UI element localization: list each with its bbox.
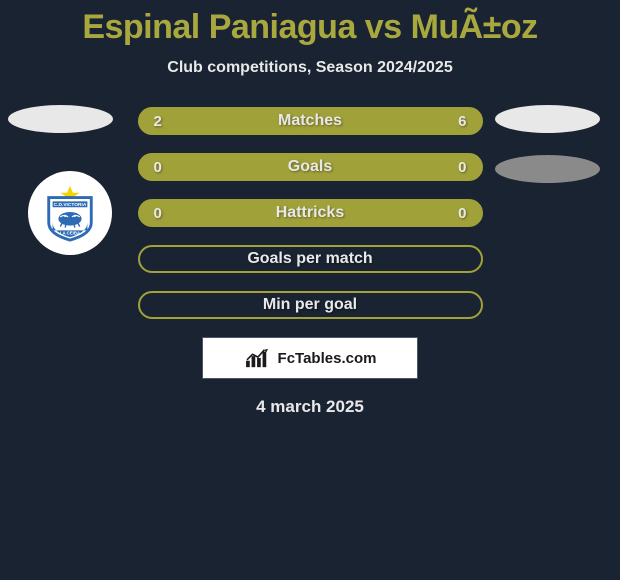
player-left-club-logo: C.D.VICTORIA LA CEIBA [28,171,112,255]
player-right-badge-ellipse-1 [495,105,600,133]
stat-label: Min per goal [263,296,357,314]
stat-label: Goals [288,158,332,176]
stat-left-value: 0 [154,159,162,176]
svg-text:C.D.VICTORIA: C.D.VICTORIA [54,202,87,208]
stat-left-value: 0 [154,205,162,222]
brand-text: FcTables.com [278,350,377,367]
brand-chart-icon [244,347,272,369]
stat-row-goals: 0 Goals 0 [138,153,483,181]
player-left-badge-ellipse [8,105,113,133]
stat-row-min-per-goal: Min per goal [138,291,483,319]
stat-row-goals-per-match: Goals per match [138,245,483,273]
stat-right-value: 6 [458,113,466,130]
stats-section: C.D.VICTORIA LA CEIBA 2 Matches 6 0 Goals 0 0 H… [0,107,620,319]
stat-label: Goals per match [247,250,372,268]
player-right-badge-ellipse-2 [495,155,600,183]
svg-text:LA CEIBA: LA CEIBA [60,230,81,235]
stat-label: Matches [278,112,342,130]
stat-label: Hattricks [276,204,344,222]
page-container: Espinal Paniagua vs MuÃ±oz Club competit… [0,0,620,417]
stat-right-value: 0 [458,205,466,222]
footer-date: 4 march 2025 [0,397,620,417]
stat-right-value: 0 [458,159,466,176]
brand-box[interactable]: FcTables.com [202,337,418,379]
page-title: Espinal Paniagua vs MuÃ±oz [0,8,620,47]
page-subtitle: Club competitions, Season 2024/2025 [0,59,620,77]
stat-bars-list: 2 Matches 6 0 Goals 0 0 Hattricks 0 Goals per mat… [138,107,483,319]
club-crest-icon: C.D.VICTORIA LA CEIBA [41,184,99,242]
stat-row-hattricks: 0 Hattricks 0 [138,199,483,227]
stat-row-matches: 2 Matches 6 [138,107,483,135]
stat-left-value: 2 [154,113,162,130]
